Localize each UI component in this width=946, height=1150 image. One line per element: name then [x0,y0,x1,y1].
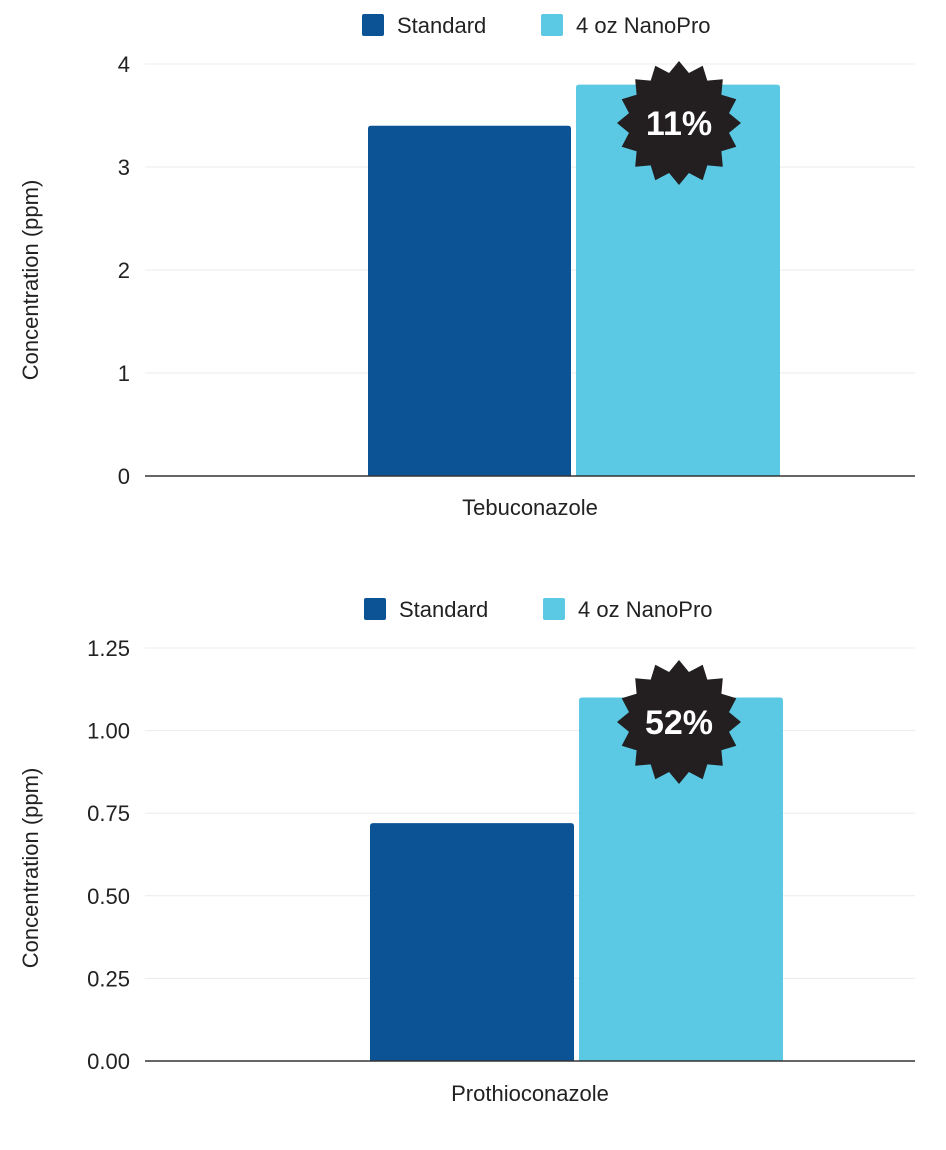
y-tick-label: 1.25 [87,636,130,661]
bar-4-oz-nanopro [576,84,780,476]
x-tick-label: Prothioconazole [451,1081,609,1106]
starburst-badge-icon [617,660,741,784]
legend-label: Standard [397,13,486,38]
y-tick-label: 2 [118,258,130,283]
legend-swatch [362,14,384,36]
bar-standard [368,125,571,477]
legend-label: 4 oz NanoPro [578,597,713,622]
chart-1: 0 1 2 3 4 Concentration (ppm) Standard 4 oz Nan… [18,13,915,520]
y-tick-label: 0 [118,464,130,489]
y-axis-label: Concentration (ppm) [18,180,43,381]
legend-swatch [364,598,386,620]
legend-label: 4 oz NanoPro [576,13,711,38]
badge-label: 11% [646,105,712,143]
chart-2: 0.00 0.25 0.50 0.75 1.00 1.25 Concentration (p… [18,597,915,1106]
y-tick-label: 3 [118,155,130,180]
starburst-badge-icon [617,61,741,185]
badge-label: 52% [645,704,713,742]
y-axis-label: Concentration (ppm) [18,768,43,969]
y-tick-label: 4 [118,52,130,77]
legend-label: Standard [399,597,488,622]
y-tick-label: 0.75 [87,801,130,826]
bar-standard [370,823,574,1061]
y-tick-label: 0.00 [87,1049,130,1074]
x-tick-label: Tebuconazole [462,495,598,520]
y-tick-label: 1 [118,361,130,386]
y-tick-label: 0.50 [87,884,130,909]
y-tick-label: 0.25 [87,966,130,991]
legend-swatch [543,598,565,620]
bar-4-oz-nanopro [579,697,783,1061]
y-tick-label: 1.00 [87,719,130,744]
legend-swatch [541,14,563,36]
